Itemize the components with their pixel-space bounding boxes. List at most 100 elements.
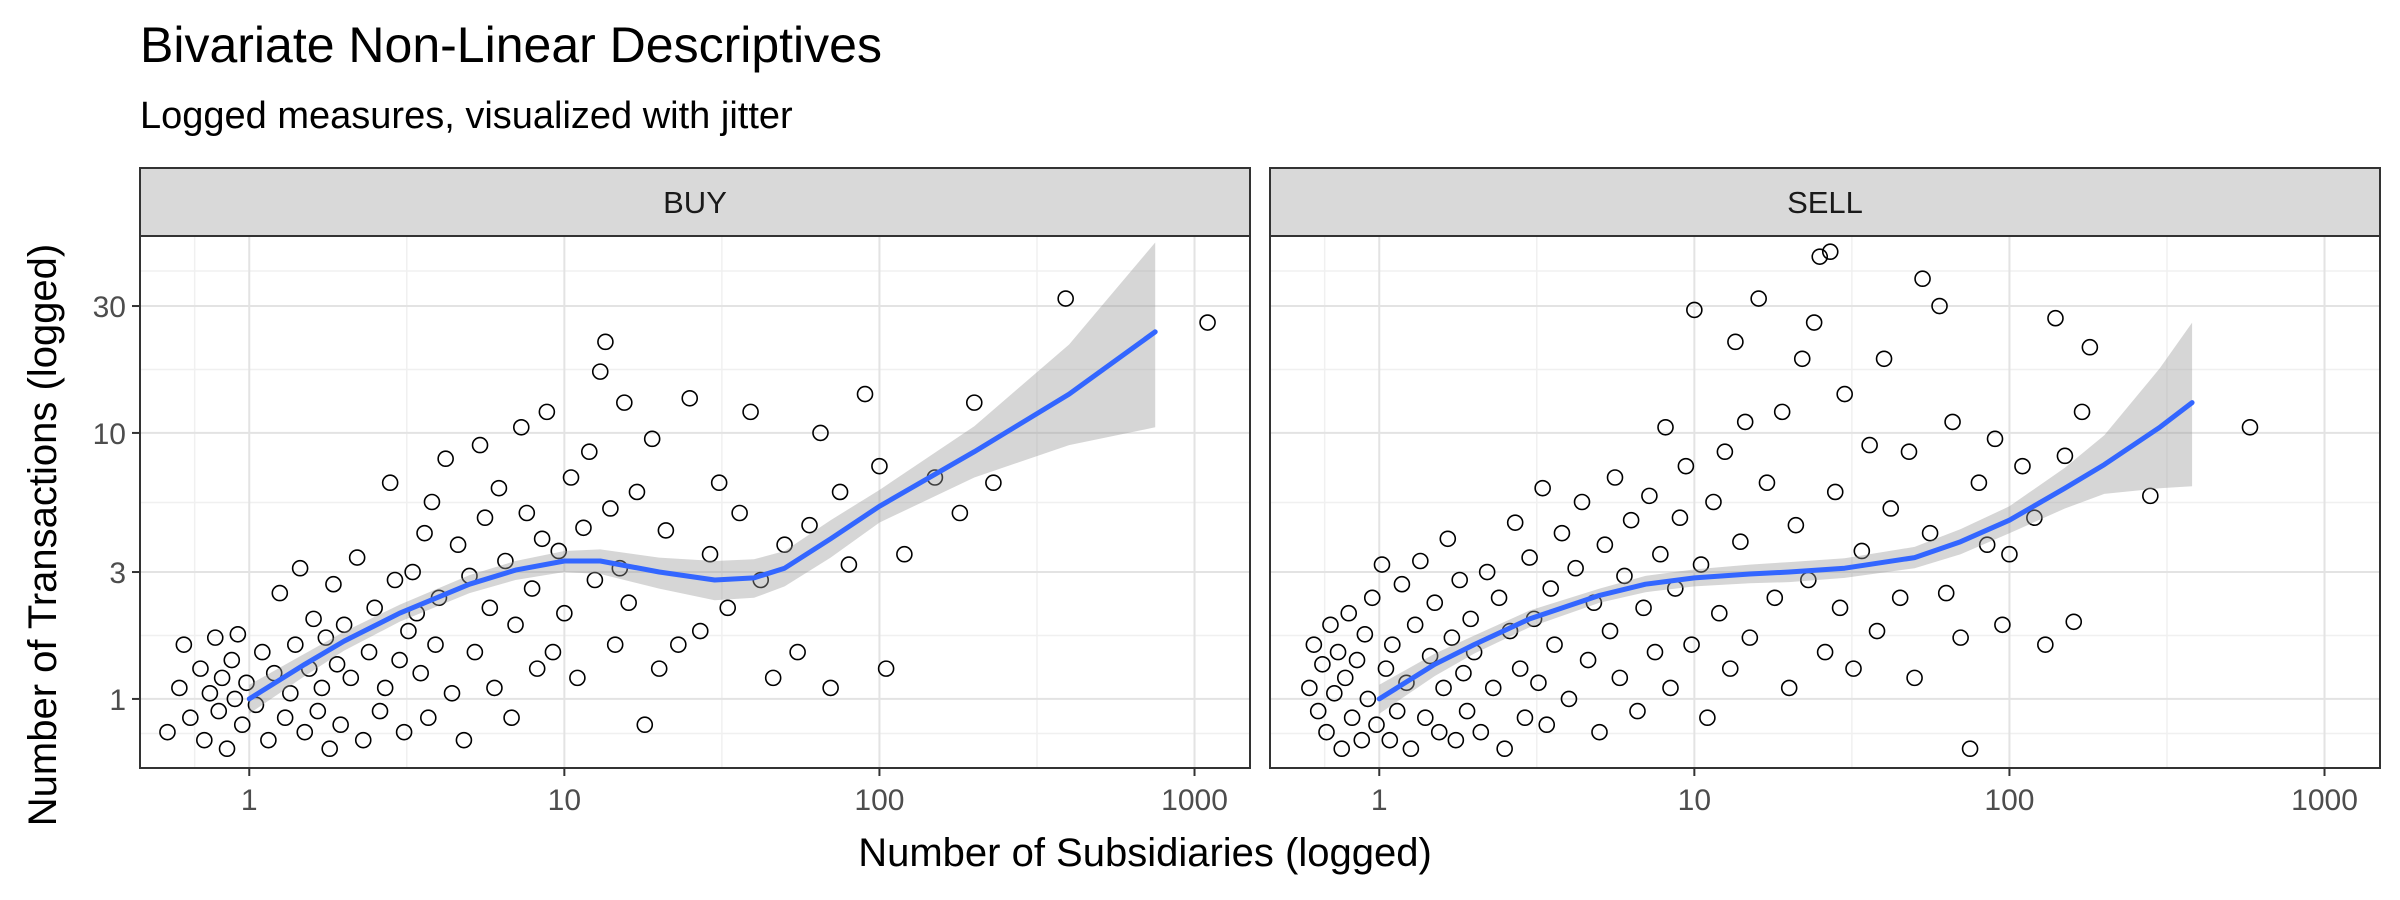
data-point — [2241, 419, 2259, 436]
data-point — [1377, 660, 1395, 677]
data-point — [1506, 514, 1524, 531]
data-point — [2056, 447, 2074, 465]
data-point — [1353, 731, 1371, 749]
data-point — [476, 509, 494, 527]
data-point — [1462, 610, 1479, 628]
data-point — [497, 552, 514, 570]
data-point — [449, 536, 467, 554]
data-point — [1451, 571, 1468, 589]
data-point — [313, 679, 331, 697]
data-point — [182, 709, 199, 727]
data-point — [1646, 643, 1664, 661]
data-point — [562, 469, 580, 486]
data-point — [1534, 479, 1551, 497]
data-point — [1622, 511, 1640, 529]
x-tick-label: 1 — [241, 784, 258, 817]
data-point — [254, 643, 271, 661]
data-point — [2037, 636, 2054, 653]
data-point — [1567, 559, 1584, 577]
data-point — [871, 457, 888, 475]
data-point — [1511, 660, 1529, 677]
data-point — [1426, 594, 1444, 612]
data-point — [591, 363, 609, 380]
data-point — [1845, 660, 1862, 677]
data-point — [616, 394, 633, 411]
data-point — [427, 636, 444, 653]
data-point — [376, 679, 394, 697]
confidence-ribbon — [1379, 322, 2193, 714]
data-point — [335, 616, 353, 634]
facet-panels: BUY SELL — [139, 167, 2381, 769]
data-point — [710, 474, 728, 492]
data-point — [1301, 679, 1318, 697]
data-point — [719, 599, 737, 617]
data-point — [951, 504, 969, 522]
data-point — [507, 616, 524, 634]
data-point — [360, 643, 378, 661]
data-point — [1314, 655, 1331, 673]
data-point — [2081, 338, 2099, 356]
data-point — [348, 549, 366, 566]
data-point — [233, 716, 251, 734]
data-point — [1635, 599, 1652, 617]
y-tick-label: 30 — [93, 291, 126, 324]
data-point — [1601, 622, 1619, 640]
data-point — [309, 702, 327, 720]
data-point — [2065, 613, 2083, 631]
data-point — [305, 610, 322, 628]
data-point — [1484, 679, 1502, 697]
data-point — [1199, 314, 1216, 331]
data-point — [1579, 651, 1597, 669]
data-point — [1447, 731, 1465, 749]
data-point — [1359, 690, 1377, 708]
data-point — [287, 636, 304, 653]
data-point — [812, 424, 829, 442]
y-axis: 1 3 10 30 — [93, 291, 140, 717]
facet-strip — [1269, 167, 2381, 237]
data-point — [1671, 509, 1689, 527]
data-point — [321, 740, 338, 758]
data-point — [2047, 309, 2064, 327]
x-tick-label: 10 — [1678, 784, 1711, 817]
data-point — [400, 622, 417, 640]
data-point — [1853, 542, 1871, 560]
x-tick-label: 100 — [854, 784, 904, 817]
data-point — [1705, 493, 1722, 511]
data-point — [1322, 616, 1339, 634]
data-point — [1914, 270, 1931, 288]
data-point — [1721, 660, 1739, 677]
data-point — [471, 436, 489, 454]
data-point — [1727, 333, 1744, 351]
data-point — [1542, 580, 1559, 597]
data-point — [1978, 536, 1996, 554]
data-point — [1629, 702, 1646, 720]
data-point — [1472, 723, 1490, 741]
data-point — [657, 522, 675, 539]
data-point — [1553, 524, 1571, 542]
data-point — [328, 655, 346, 673]
data-point — [1906, 669, 1923, 687]
data-point — [1478, 563, 1496, 581]
data-point — [1611, 669, 1629, 687]
data-point — [1343, 709, 1361, 727]
data-point — [325, 575, 342, 593]
x-tick-label: 1000 — [2291, 784, 2358, 817]
data-point — [1318, 723, 1335, 741]
data-point — [371, 702, 389, 720]
facet-panel-buy: BUY — [139, 167, 1251, 769]
y-tick-label: 1 — [109, 684, 126, 717]
data-point — [1787, 516, 1805, 534]
data-point — [201, 685, 219, 702]
data-point — [586, 571, 604, 589]
data-point — [1961, 740, 1979, 758]
data-point — [1826, 483, 1844, 501]
data-point — [1793, 350, 1811, 368]
data-point — [636, 716, 654, 734]
data-point — [1937, 584, 1955, 602]
data-point — [742, 403, 759, 421]
data-point — [1699, 709, 1716, 727]
data-point — [1381, 731, 1399, 749]
data-point — [1816, 643, 1834, 661]
data-point — [1384, 636, 1401, 653]
